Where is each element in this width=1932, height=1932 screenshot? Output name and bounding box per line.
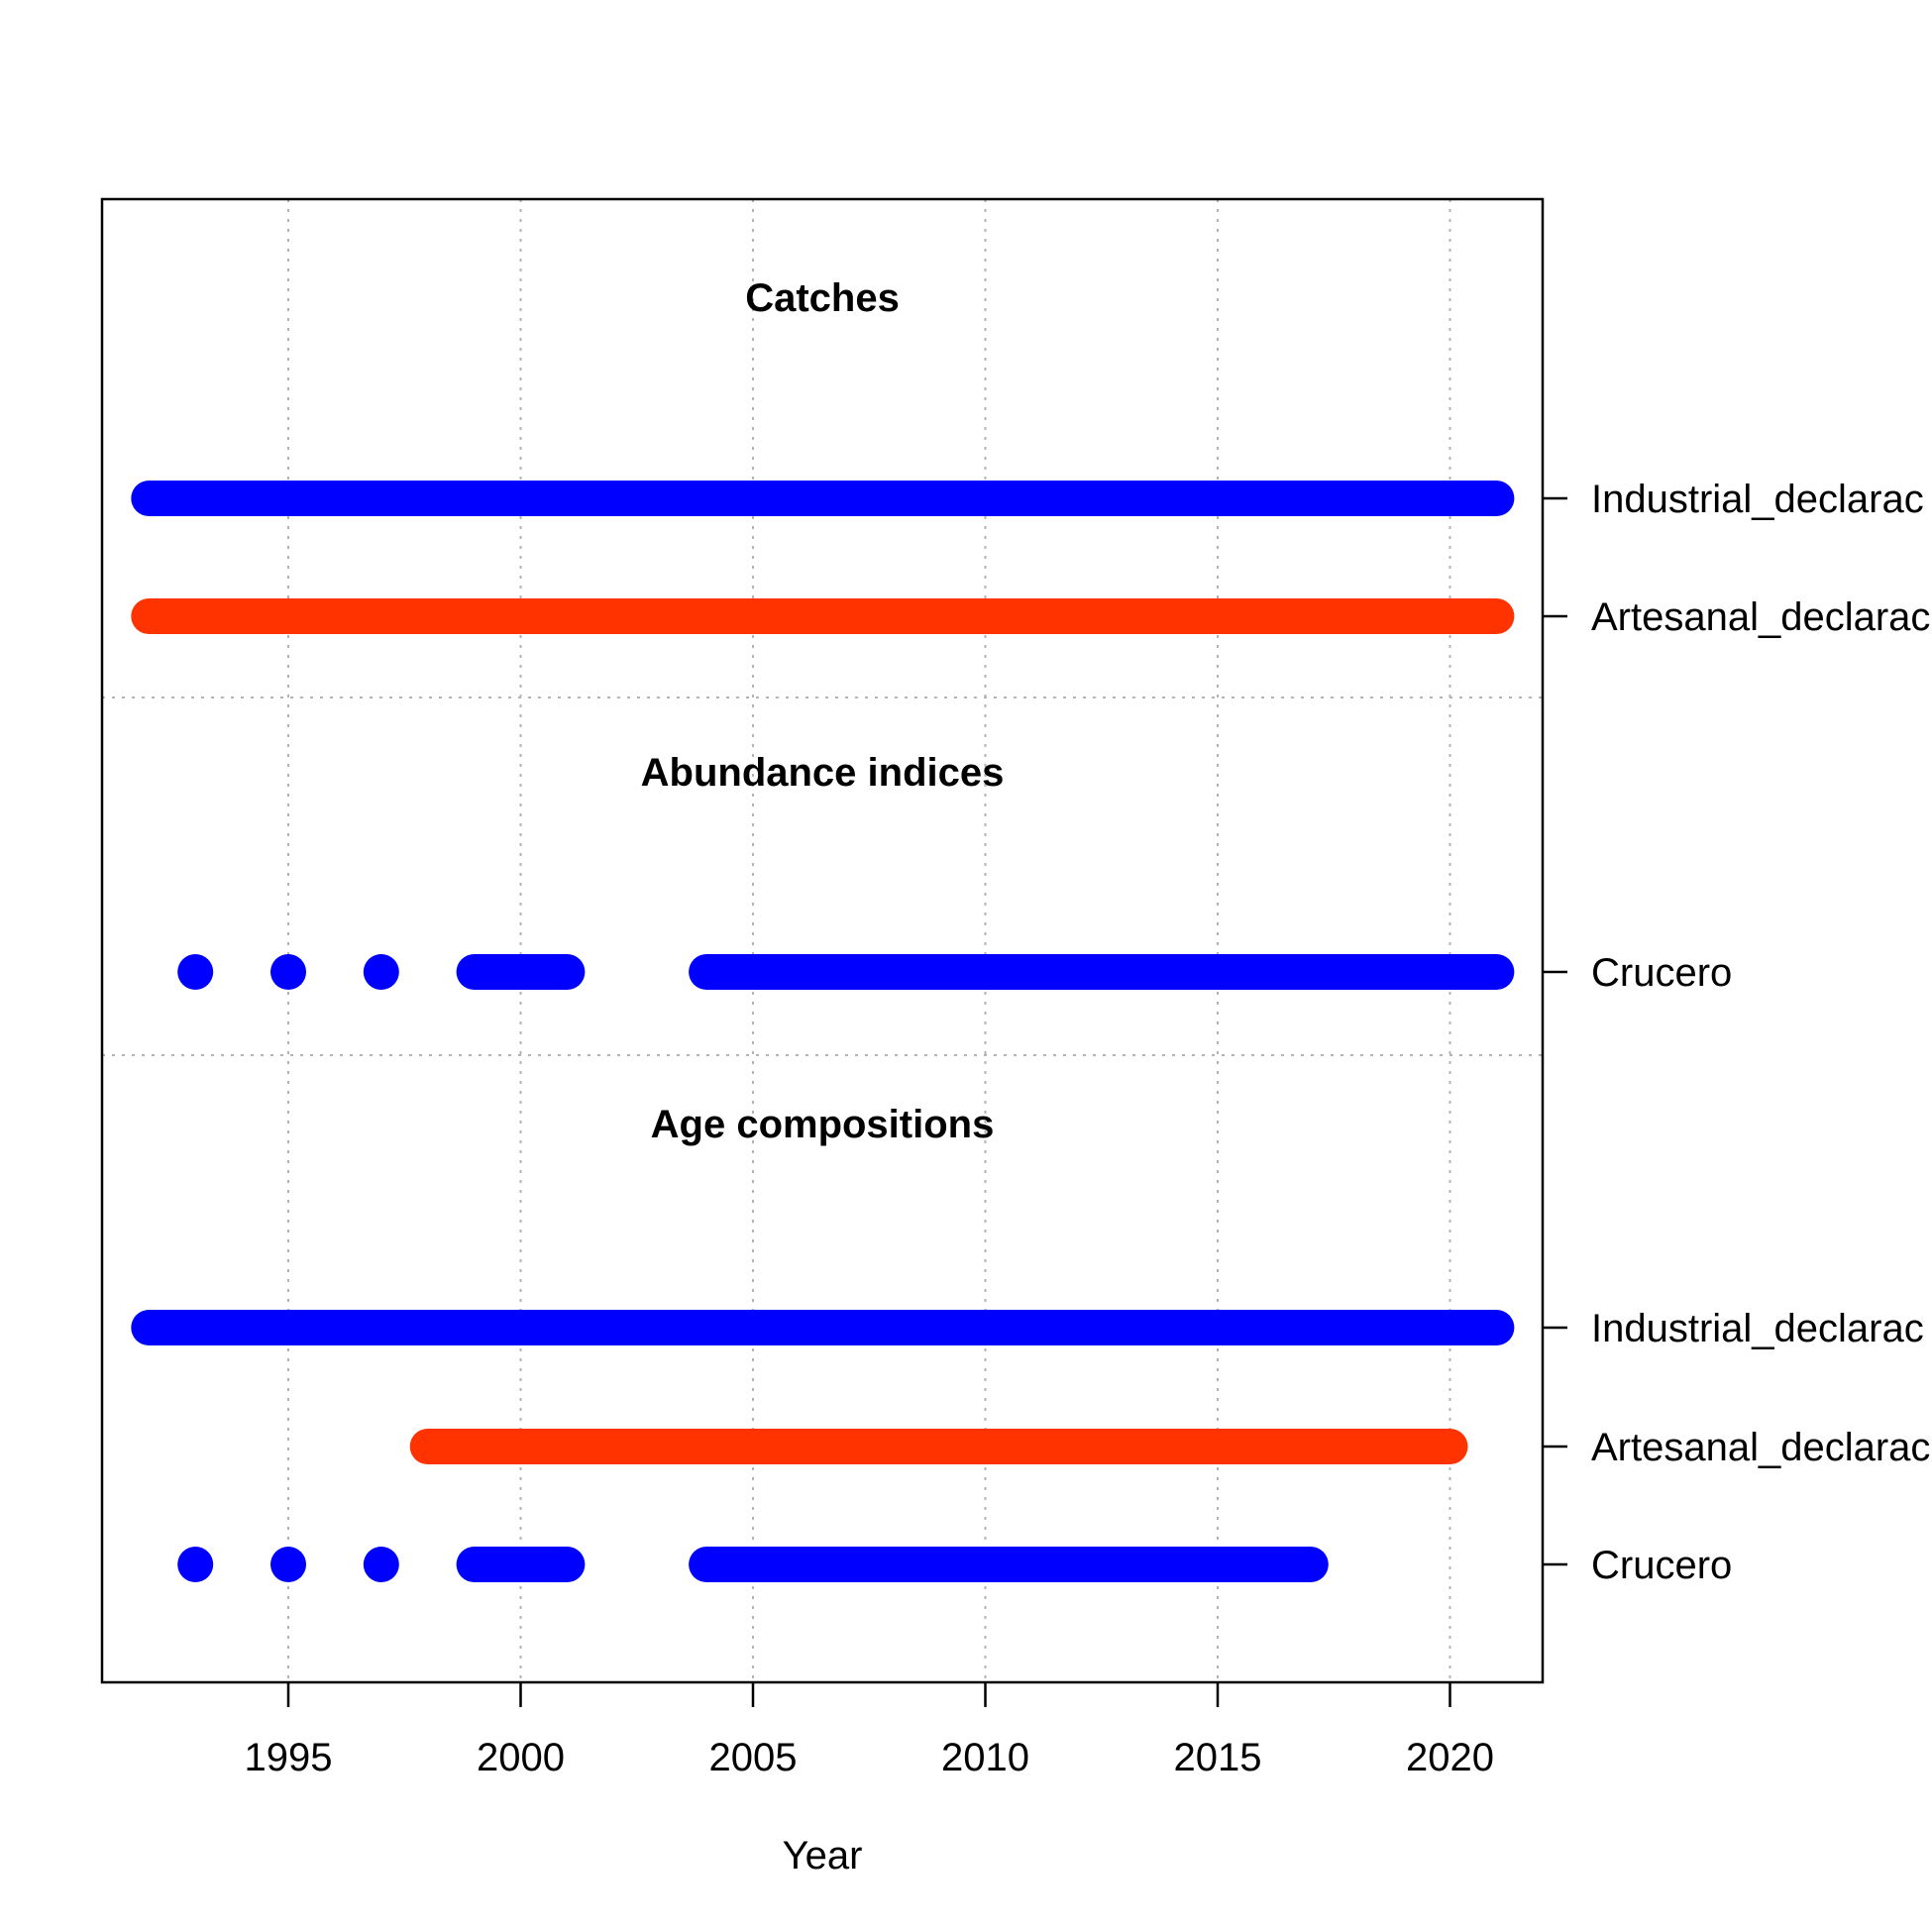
data-point xyxy=(177,954,214,990)
data-point xyxy=(270,1547,306,1582)
row-label: Industrial_declarac xyxy=(1591,1307,1924,1350)
data-marks xyxy=(131,481,1515,1582)
x-tick-label: 2015 xyxy=(1174,1736,1262,1779)
x-tick-label: 2005 xyxy=(709,1736,798,1779)
row-label: Artesanal_declarac xyxy=(1591,1426,1930,1469)
data-point xyxy=(270,954,306,990)
x-tick-label: 2010 xyxy=(941,1736,1029,1779)
section-title: Age compositions xyxy=(651,1103,995,1146)
right-axis: Industrial_declarac Artesanal_declarac Cru… xyxy=(1543,478,1930,1587)
x-tick-label: 2020 xyxy=(1406,1736,1494,1779)
section-title: Abundance indices xyxy=(641,751,1005,795)
row-label: Industrial_declarac xyxy=(1591,478,1924,521)
row-label: Crucero xyxy=(1591,951,1732,995)
data-point xyxy=(363,954,399,990)
data-point xyxy=(177,1547,214,1582)
section-separators xyxy=(102,697,1543,1056)
section-title: Catches xyxy=(745,276,900,320)
x-axis-title: Year xyxy=(783,1834,863,1878)
x-axis: 1995 2000 2005 2010 2015 2020 xyxy=(245,1682,1494,1779)
data-point xyxy=(363,1547,399,1582)
plot-frame xyxy=(100,197,1545,1684)
section-titles: Catches Abundance indices Age compositions xyxy=(641,276,1005,1146)
x-tick-label: 2000 xyxy=(477,1736,565,1779)
row-label: Artesanal_declarac xyxy=(1591,595,1930,639)
x-tick-label: 1995 xyxy=(245,1736,333,1779)
row-label: Crucero xyxy=(1591,1544,1732,1587)
